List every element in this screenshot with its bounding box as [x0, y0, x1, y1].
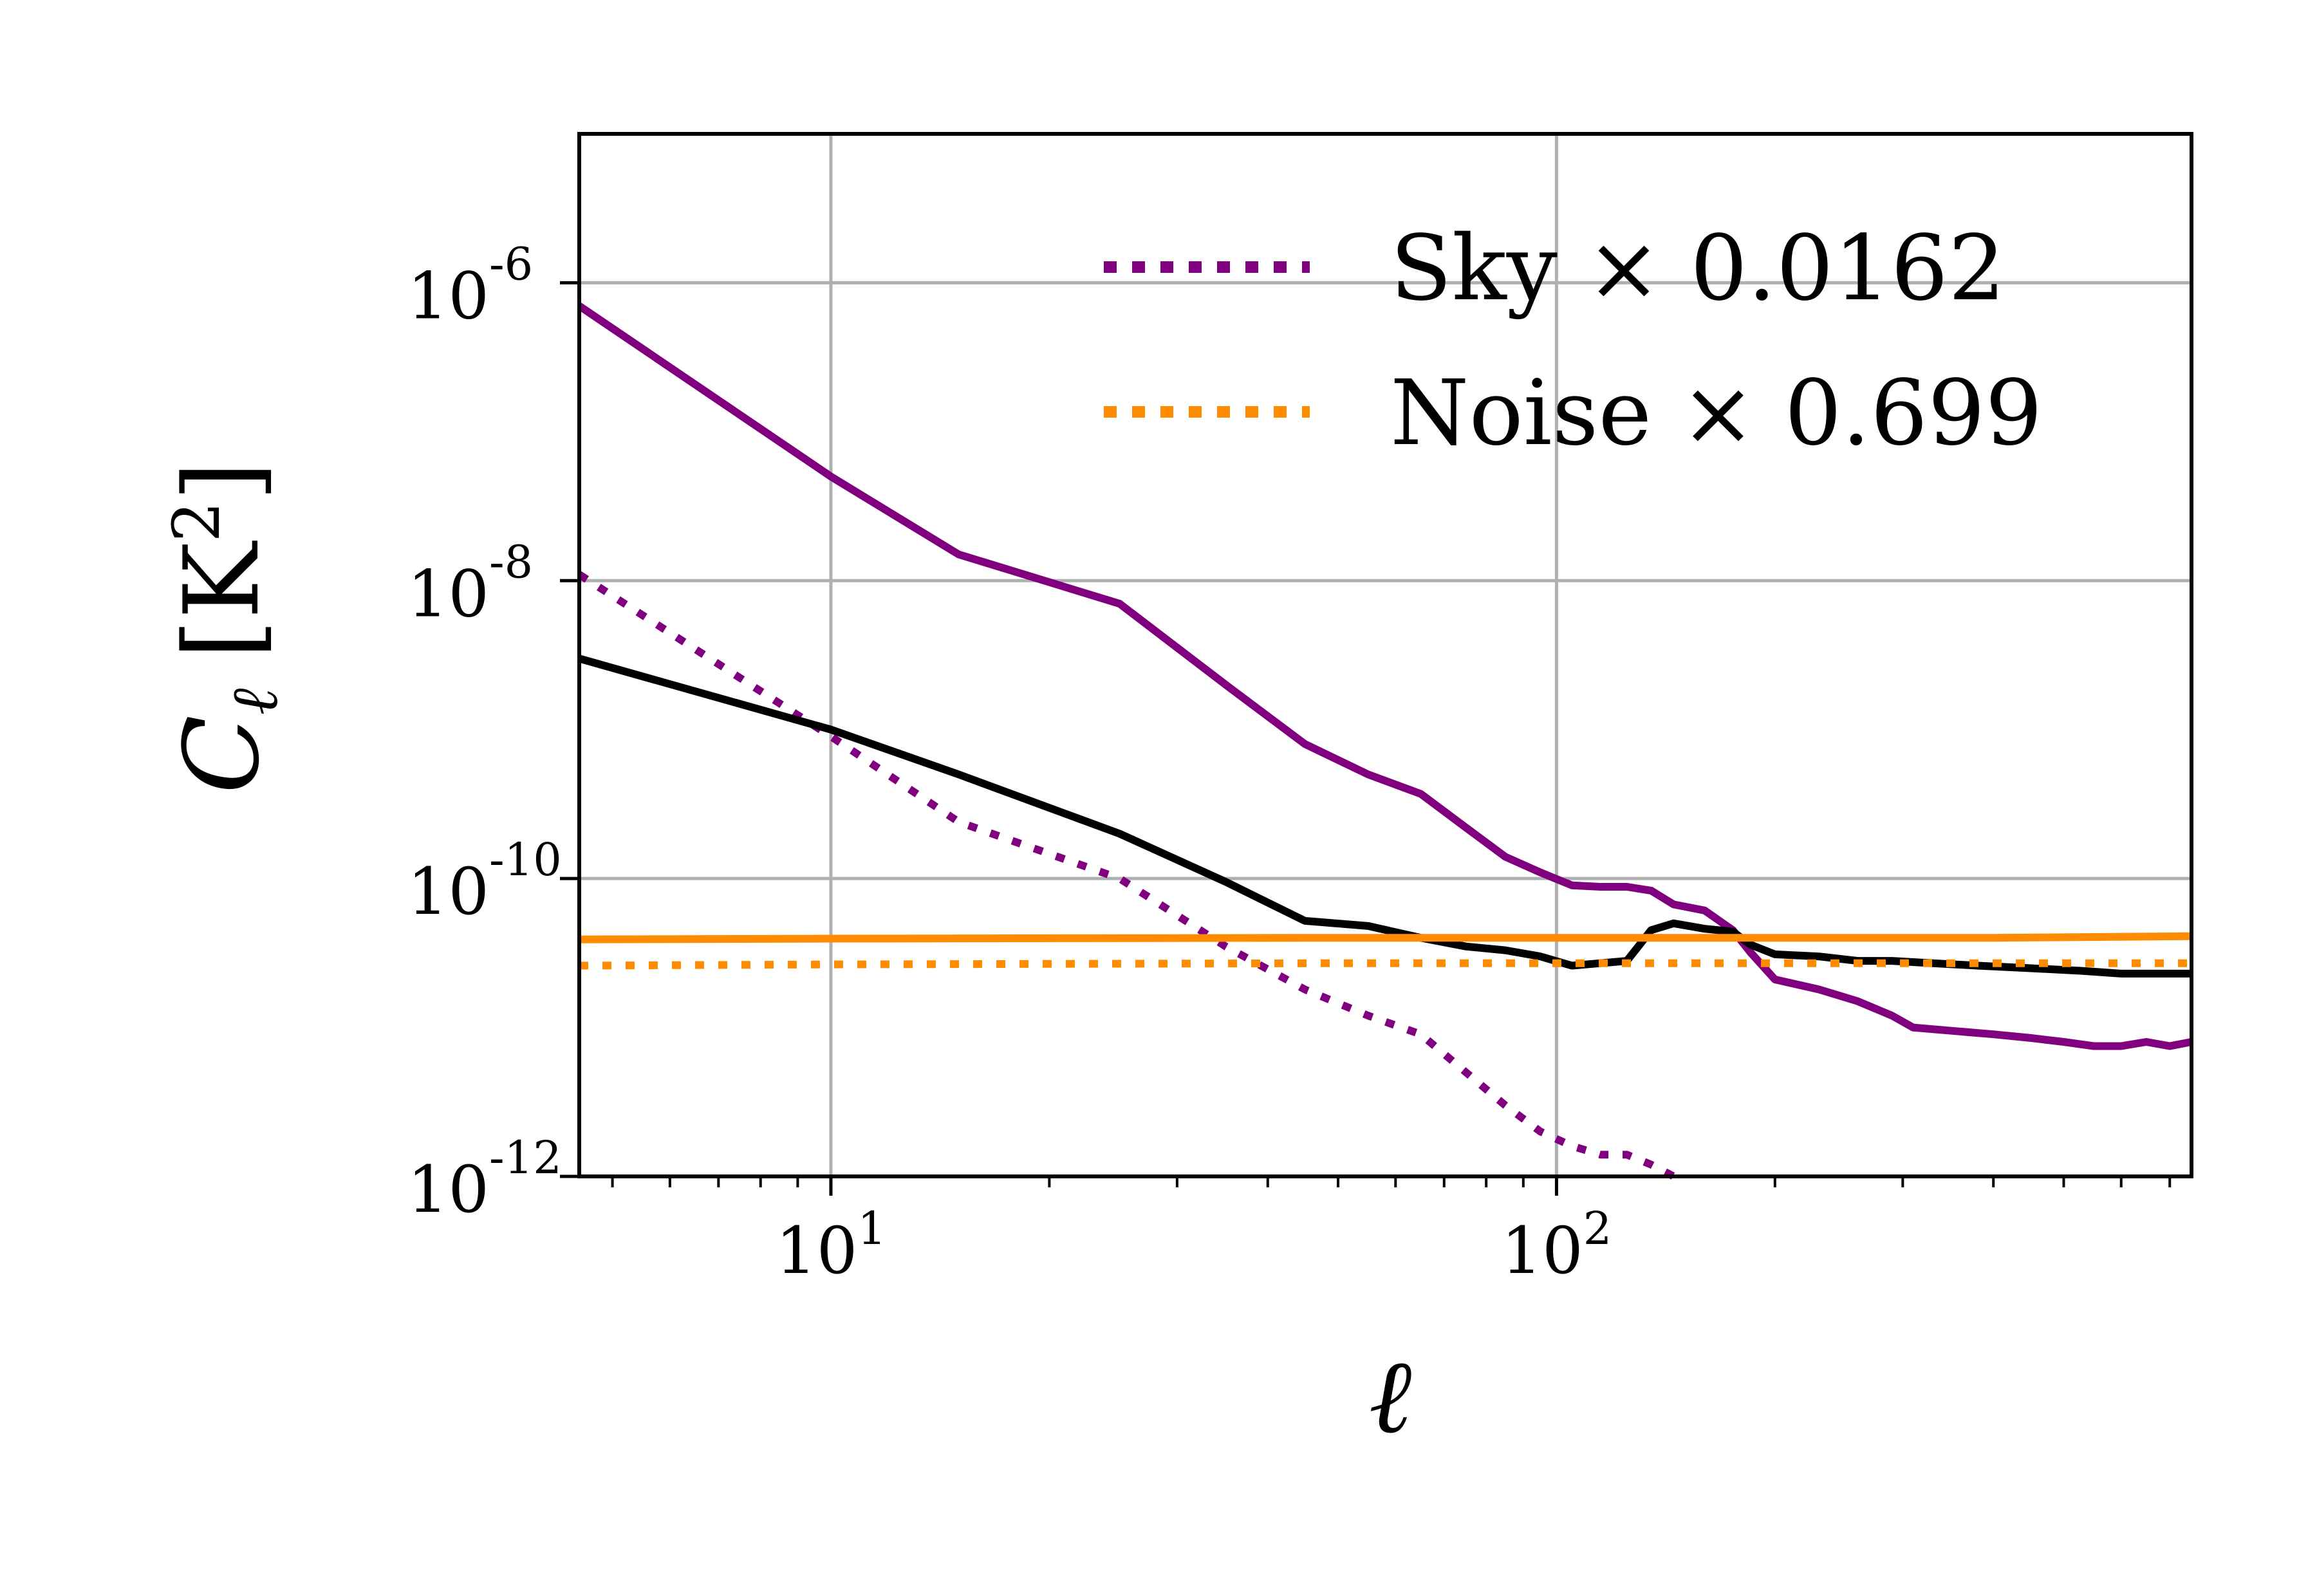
y-axis-unit-exponent: 2 [159, 501, 234, 543]
y-axis-unit-close: ] [162, 461, 282, 501]
legend-label-1: Sky × 0.0162 [1390, 216, 2005, 321]
y-axis-subscript: ℓ [217, 688, 292, 715]
series-group [577, 302, 2193, 1180]
y-tick-label: 10 [407, 1152, 489, 1227]
legend: Sky × 0.0162 Noise × 0.699 [1104, 216, 2042, 466]
y-axis-unit: [K [162, 541, 282, 659]
x-tick-label: 101 [776, 1202, 886, 1288]
x-tick-label: 102 [1502, 1202, 1612, 1288]
y-tick-label: 10 [407, 258, 489, 333]
legend-label-2: Noise × 0.699 [1390, 361, 2042, 466]
series-line-5 [579, 959, 2191, 970]
series-line-4 [579, 932, 2192, 943]
y-tick-label: 10 [407, 854, 489, 929]
series-line-1 [577, 302, 2193, 1050]
y-tick-exponent: -6 [489, 237, 533, 290]
y-tick-exponent: -8 [489, 535, 533, 588]
series-line-2 [577, 571, 1676, 1180]
y-axis-label: Cℓ [K2] [159, 461, 292, 793]
y-tick-label: 10 [407, 556, 489, 631]
plot-frame [577, 132, 2193, 1178]
y-tick-exponent: -10 [489, 833, 562, 886]
y-axis-symbol: C [162, 715, 282, 793]
x-axis-label: ℓ [1369, 1336, 1412, 1456]
series-line-3 [578, 654, 2191, 978]
svg-text:Cℓ[K2]: Cℓ [K2] [159, 461, 292, 793]
y-tick-exponent: -12 [489, 1131, 562, 1184]
